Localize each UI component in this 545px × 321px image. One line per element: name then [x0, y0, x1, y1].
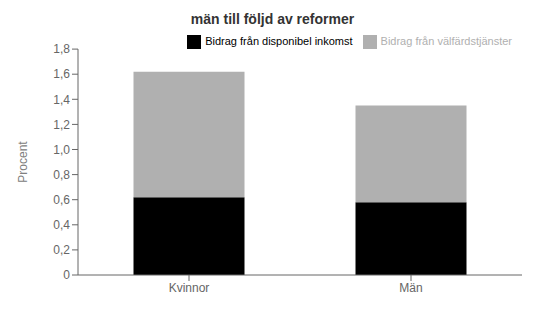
svg-text:0,6: 0,6 — [53, 193, 70, 207]
svg-text:1,6: 1,6 — [53, 67, 70, 81]
svg-text:Män: Män — [399, 281, 422, 295]
svg-text:0: 0 — [63, 268, 70, 282]
svg-text:1,2: 1,2 — [53, 118, 70, 132]
svg-text:Kvinnor: Kvinnor — [169, 281, 210, 295]
html-text:Bidrag från disponibel inkomst: Bidrag från disponibel inkomst — [205, 35, 353, 47]
html-text:Bidrag från välfärdstjänster: Bidrag från välfärdstjänster — [380, 35, 512, 47]
svg-text:Procent: Procent — [16, 141, 30, 183]
svg-text:1,8: 1,8 — [53, 42, 70, 56]
svg-text:1,4: 1,4 — [53, 93, 70, 107]
html-text:män till följd av reformer: män till följd av reformer — [190, 11, 355, 27]
svg-text:0,8: 0,8 — [53, 168, 70, 182]
svg-text:1,0: 1,0 — [53, 143, 70, 157]
svg-text:0,2: 0,2 — [53, 243, 70, 257]
svg-text:0,4: 0,4 — [53, 218, 70, 232]
